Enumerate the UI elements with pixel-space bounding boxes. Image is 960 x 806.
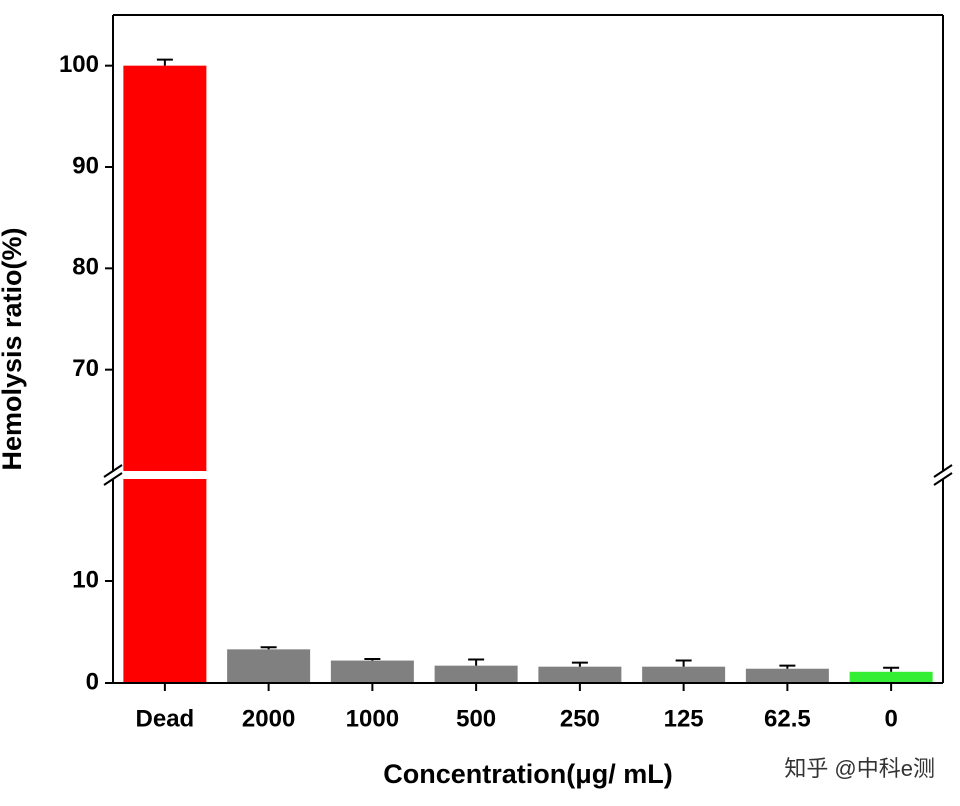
x-tick-label: 0 [884,705,897,732]
bar [642,666,726,683]
axis-break [103,464,123,478]
bar [434,665,518,683]
bar [745,668,829,683]
x-tick-label: Dead [136,705,195,732]
x-tick-label: 1000 [346,705,399,732]
axis-break [933,464,953,478]
x-tick-label: 2000 [242,705,295,732]
y-tick-label: 100 [59,51,99,78]
watermark: 知乎 @中科e测 [784,756,935,781]
bar [123,479,207,683]
x-tick-label: 62.5 [764,705,811,732]
x-axis-title: Concentration(μg/ mL) [383,759,673,789]
axis-break [933,472,953,486]
y-tick-label: 90 [72,152,99,179]
bar [123,65,207,472]
bar [227,649,311,683]
y-tick-label: 70 [72,355,99,382]
bar [849,671,933,683]
x-tick-label: 250 [560,705,600,732]
axis-break [103,472,123,486]
y-axis-title: Hemolysis ratio(%) [0,227,27,470]
bar [538,666,622,683]
y-tick-label: 10 [72,566,99,593]
y-tick-label: 0 [86,668,99,695]
bar [330,660,414,683]
y-tick-label: 80 [72,254,99,281]
x-tick-label: 500 [456,705,496,732]
x-tick-label: 125 [664,705,704,732]
